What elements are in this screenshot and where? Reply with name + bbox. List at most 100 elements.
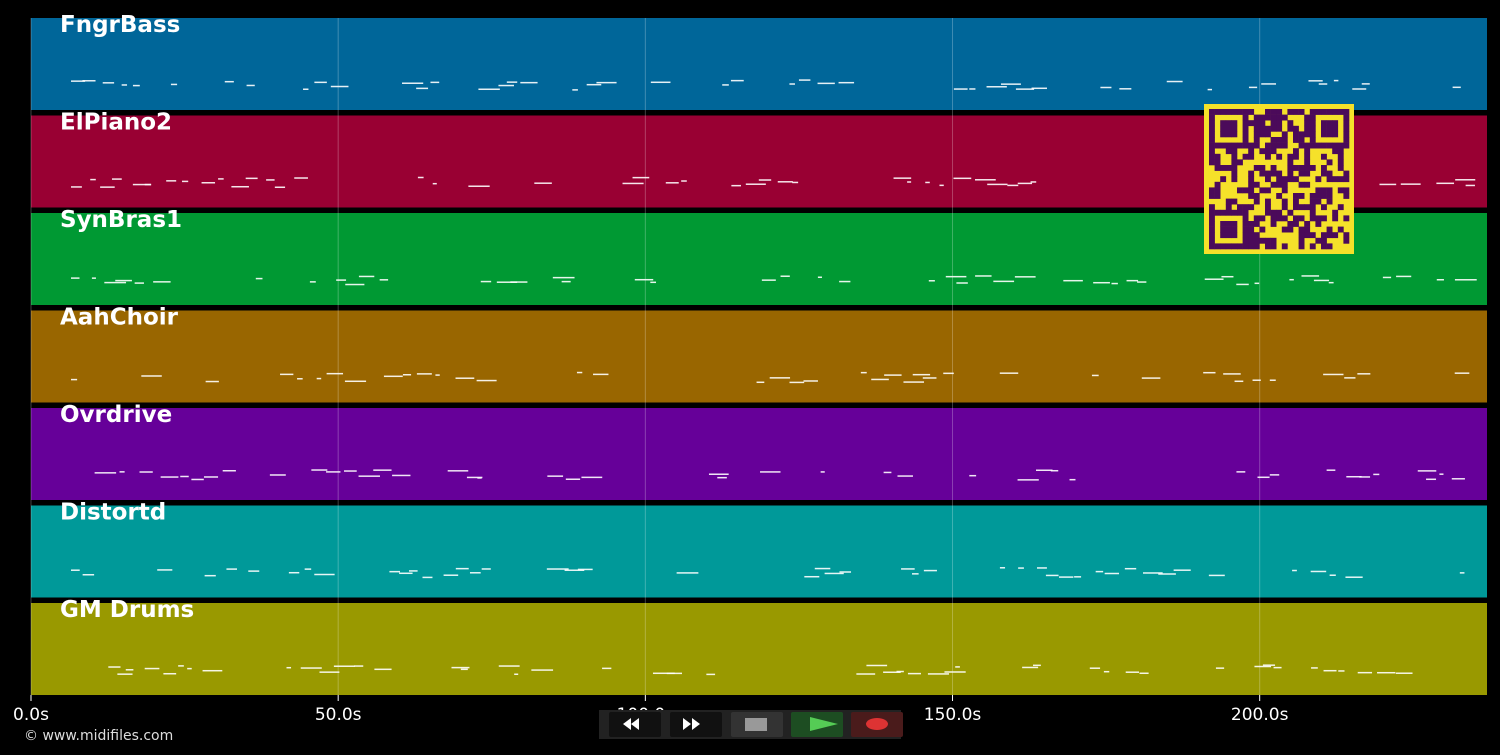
note <box>923 569 937 572</box>
qr-cell <box>1231 148 1238 155</box>
qr-cell <box>1270 109 1277 115</box>
qr-cell <box>1276 176 1283 183</box>
forward-icon <box>683 718 700 730</box>
qr-cell <box>1309 114 1316 121</box>
qr-cell <box>1343 137 1350 143</box>
note <box>71 378 78 381</box>
note <box>476 379 497 382</box>
qr-cell <box>1259 120 1266 127</box>
note <box>999 567 1006 569</box>
note <box>510 281 528 283</box>
note <box>326 372 344 375</box>
note <box>248 570 260 572</box>
note <box>650 81 671 84</box>
note <box>681 180 687 182</box>
qr-cell <box>1315 176 1322 183</box>
qr-cell <box>1265 176 1271 183</box>
qr-cell <box>1321 232 1327 239</box>
note <box>408 570 418 572</box>
qr-cell <box>1253 114 1260 121</box>
note <box>650 281 657 284</box>
note <box>581 476 603 479</box>
qr-cell <box>1220 131 1227 138</box>
note <box>297 378 303 380</box>
qr-cell <box>1231 176 1238 183</box>
qr-cell <box>1214 159 1221 166</box>
qr-cell <box>1248 120 1255 127</box>
note <box>1173 569 1191 571</box>
note <box>108 666 121 668</box>
qr-cell <box>1242 204 1249 211</box>
qr-cell <box>1209 109 1215 115</box>
note <box>1257 476 1270 479</box>
qr-cell <box>1248 142 1255 149</box>
qr-cell <box>1242 226 1249 233</box>
qr-cell <box>1231 125 1238 132</box>
qr-cell <box>1231 131 1238 138</box>
note <box>1252 379 1261 381</box>
note <box>632 176 650 179</box>
qr-cell <box>1265 153 1271 160</box>
note <box>430 81 440 84</box>
note <box>1221 275 1234 278</box>
qr-cell <box>1293 198 1299 205</box>
track-lane <box>31 310 1487 403</box>
note <box>245 177 258 180</box>
note <box>354 665 364 667</box>
note <box>975 275 992 277</box>
note <box>708 473 729 475</box>
qr-cell <box>1220 176 1227 183</box>
qr-cell <box>1265 198 1271 205</box>
note <box>144 183 152 186</box>
note <box>1058 576 1074 578</box>
qr-cell <box>1209 114 1215 121</box>
qr-cell <box>1231 165 1238 171</box>
qr-cell <box>1237 159 1243 166</box>
qr-cell <box>1220 125 1227 132</box>
note <box>969 474 977 477</box>
qr-cell <box>1209 148 1215 155</box>
stop-icon <box>745 718 767 731</box>
qr-cell <box>1309 137 1316 143</box>
qr-cell <box>1209 243 1215 250</box>
note <box>1313 279 1330 282</box>
qr-cell <box>1304 181 1311 188</box>
qr-cell <box>1231 159 1238 166</box>
qr-cell <box>1321 237 1327 244</box>
qr-cell <box>1304 232 1311 239</box>
qr-cell <box>1253 221 1260 227</box>
qr-cell <box>1242 215 1249 222</box>
note <box>435 374 440 376</box>
qr-cell <box>1248 170 1255 177</box>
note <box>1018 567 1024 569</box>
qr-cell <box>1298 137 1305 143</box>
note <box>1223 373 1241 375</box>
note <box>1030 181 1037 183</box>
note <box>622 182 644 185</box>
qr-cell <box>1332 125 1339 132</box>
qr-cell <box>1248 204 1255 211</box>
qr-cell <box>1242 125 1249 132</box>
note <box>422 576 433 579</box>
note <box>1346 475 1362 478</box>
note <box>294 177 308 179</box>
qr-cell <box>1343 142 1350 149</box>
note <box>1017 182 1033 185</box>
note <box>731 184 741 187</box>
qr-cell <box>1315 109 1322 115</box>
note <box>1215 667 1225 669</box>
note <box>792 181 799 184</box>
note <box>1301 275 1320 277</box>
qr-cell <box>1337 176 1344 183</box>
qr-cell <box>1265 142 1271 149</box>
note <box>730 79 744 82</box>
note <box>480 280 492 283</box>
qr-cell <box>1315 221 1322 227</box>
qr-cell <box>1259 165 1266 171</box>
note <box>111 178 122 180</box>
qr-cell <box>1209 153 1215 160</box>
qr-cell <box>1242 142 1249 149</box>
qr-cell <box>1321 109 1327 115</box>
qr-cell <box>1293 125 1299 132</box>
note <box>1007 184 1019 187</box>
